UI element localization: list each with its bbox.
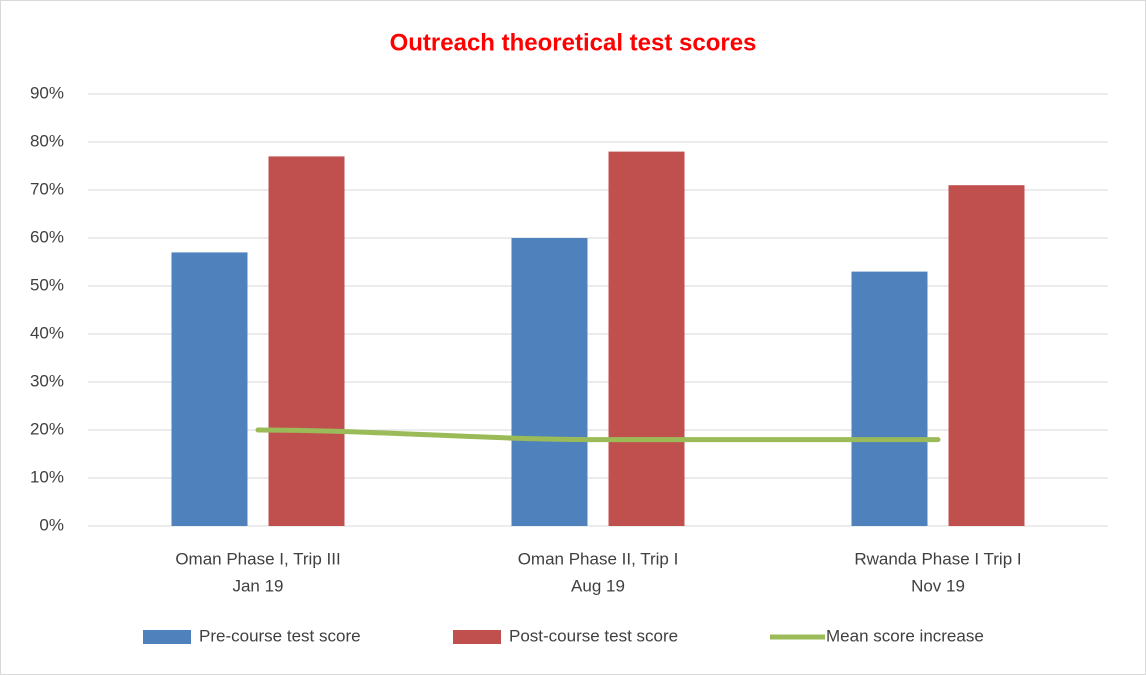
bar	[171, 252, 248, 526]
bar	[268, 156, 345, 526]
x-tick-label: Rwanda Phase I Trip I	[854, 549, 1021, 568]
y-tick-label: 40%	[30, 323, 64, 342]
bar	[851, 271, 928, 526]
legend-label: Mean score increase	[826, 626, 984, 645]
y-tick-label: 0%	[39, 515, 64, 534]
legend-swatch	[453, 630, 501, 644]
y-tick-label: 60%	[30, 227, 64, 246]
x-tick-label: Oman Phase I, Trip III	[175, 549, 340, 568]
x-tick-label: Aug 19	[571, 576, 625, 595]
x-tick-label: Jan 19	[232, 576, 283, 595]
bar	[948, 185, 1025, 526]
y-tick-label: 80%	[30, 131, 64, 150]
y-tick-label: 90%	[30, 83, 64, 102]
bar	[608, 151, 685, 526]
y-tick-label: 10%	[30, 467, 64, 486]
x-tick-label: Oman Phase II, Trip I	[518, 549, 679, 568]
legend-swatch	[143, 630, 191, 644]
line	[255, 427, 941, 443]
chart-title: Outreach theoretical test scores	[390, 29, 757, 56]
y-tick-label: 20%	[30, 419, 64, 438]
y-tick-label: 70%	[30, 179, 64, 198]
legend-label: Post-course test score	[509, 626, 678, 645]
legend-label: Pre-course test score	[199, 626, 361, 645]
x-tick-label: Nov 19	[911, 576, 965, 595]
y-tick-label: 50%	[30, 275, 64, 294]
y-tick-label: 30%	[30, 371, 64, 390]
bar	[511, 238, 588, 526]
